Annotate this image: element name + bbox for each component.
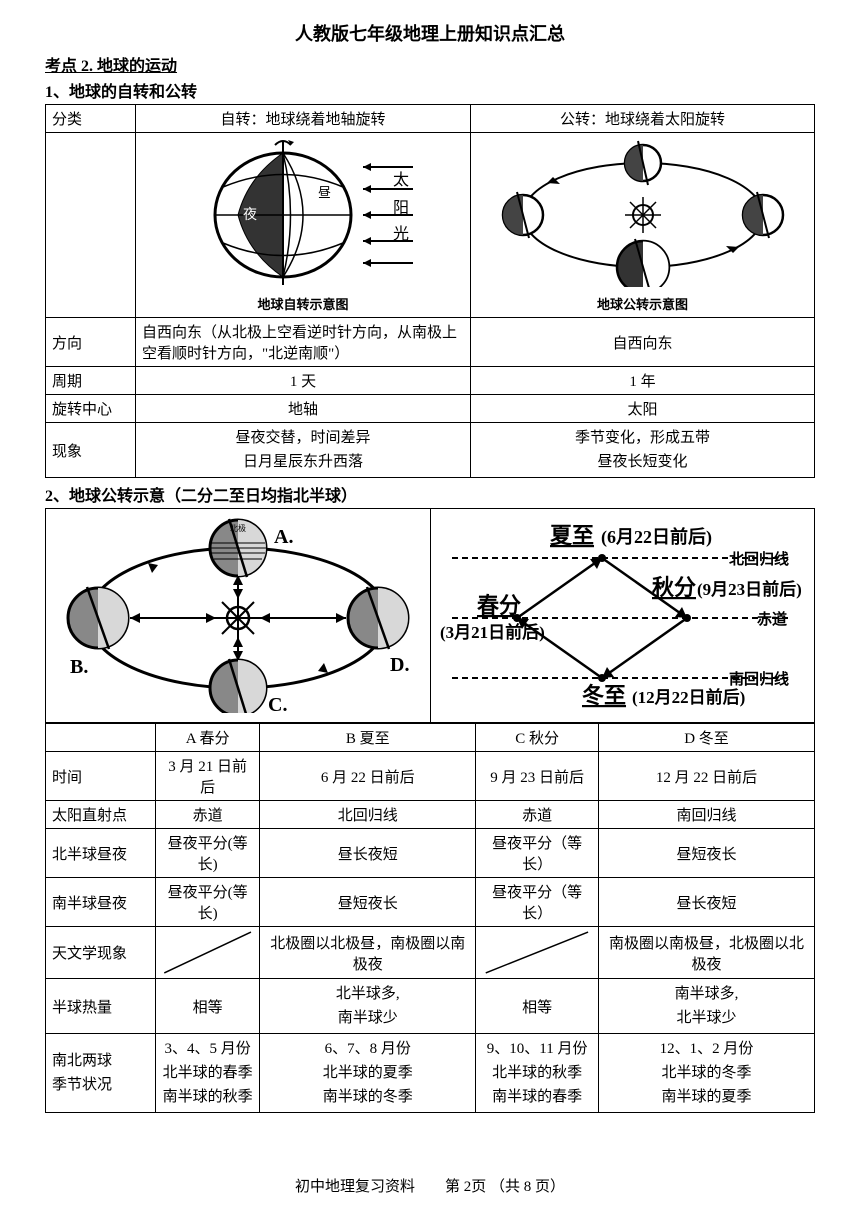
t2-r0-c4: 12 月 22 日前后	[599, 752, 815, 801]
t2-r4-c3	[476, 927, 599, 979]
t2-r2-c3: 昼夜平分（等长）	[476, 829, 599, 878]
t1-r3-c0: 旋转中心	[46, 395, 136, 423]
t2-r6-c0: 南北两球季节状况	[46, 1034, 156, 1113]
svg-text:C.: C.	[268, 694, 287, 713]
t2-h4: D 冬至	[599, 724, 815, 752]
t2-h2: B 夏至	[260, 724, 476, 752]
svg-text:北极: 北极	[230, 523, 246, 533]
rotation-diagram-cell: 夜 昼 太 阳 光 地球自转示意图	[136, 133, 471, 318]
t2-r6-c3: 9、10、11 月份北半球的秋季南半球的春季	[476, 1034, 599, 1113]
svg-text:阳: 阳	[393, 199, 409, 217]
page-title: 人教版七年级地理上册知识点汇总	[45, 20, 815, 46]
rotation-diagram: 夜 昼 太 阳 光 地球自转示意图	[188, 137, 418, 313]
t2-r1-c4: 南回归线	[599, 801, 815, 829]
svg-text:光: 光	[393, 225, 409, 243]
t2-r5-c3: 相等	[476, 979, 599, 1034]
t2-h0	[46, 724, 156, 752]
svg-text:冬至: 冬至	[582, 683, 626, 708]
t2-r6-c4: 12、1、2 月份北半球的冬季南半球的夏季	[599, 1034, 815, 1113]
t2-r4-c1	[156, 927, 260, 979]
svg-text:(12月22日前后): (12月22日前后)	[632, 687, 745, 707]
t2-r1-c2: 北回归线	[260, 801, 476, 829]
svg-text:赤道: 赤道	[757, 610, 787, 628]
solstice-diagram-cell: 夏至 (6月22日前后) 秋分 (9月23日前后) 春分 (3月21日前后) 冬…	[430, 509, 815, 723]
svg-text:北回归线: 北回归线	[729, 550, 789, 568]
t1-r4-c1: 昼夜交替，时间差异日月星辰东升西落	[136, 423, 471, 478]
svg-text:A.: A.	[274, 526, 293, 548]
t1-r0-c1: 自转：地球绕着地轴旋转	[136, 105, 471, 133]
t2-r1-c3: 赤道	[476, 801, 599, 829]
svg-text:夏至: 夏至	[550, 523, 594, 548]
t2-h1: A 春分	[156, 724, 260, 752]
t2-h3: C 秋分	[476, 724, 599, 752]
t2-r1-c0: 太阳直射点	[46, 801, 156, 829]
t1-diagram-empty	[46, 133, 136, 318]
t1-r1-c1: 自西向东（从北极上空看逆时针方向，从南极上空看顺时针方向，"北逆南顺"）	[136, 318, 471, 367]
topic-heading: 考点 2. 地球的运动	[45, 52, 815, 76]
rotation-revolution-table: 分类 自转：地球绕着地轴旋转 公转：地球绕着太阳旋转 夜 昼	[45, 104, 815, 478]
t1-r2-c0: 周期	[46, 367, 136, 395]
t2-r2-c0: 北半球昼夜	[46, 829, 156, 878]
t2-r2-c2: 昼长夜短	[260, 829, 476, 878]
t2-r3-c4: 昼长夜短	[599, 878, 815, 927]
t2-r3-c1: 昼夜平分(等长)	[156, 878, 260, 927]
svg-text:D.: D.	[390, 654, 409, 676]
t2-r3-c2: 昼短夜长	[260, 878, 476, 927]
t1-r2-c1: 1 天	[136, 367, 471, 395]
t2-r1-c1: 赤道	[156, 801, 260, 829]
svg-text:(9月23日前后): (9月23日前后)	[697, 579, 802, 599]
svg-text:秋分: 秋分	[652, 575, 696, 600]
t1-r1-c2: 自西向东	[471, 318, 815, 367]
orbit-diagram-table: A. 北极 B. D. C.	[45, 508, 815, 723]
page-footer: 初中地理复习资料 第 2页 （共 8 页）	[0, 1175, 860, 1196]
t2-r0-c1: 3 月 21 日前后	[156, 752, 260, 801]
revolution-caption: 地球公转示意图	[498, 294, 788, 313]
revolution-diagram-cell: 地球公转示意图	[471, 133, 815, 318]
subsection-2: 2、地球公转示意（二分二至日均指北半球）	[45, 482, 815, 506]
t2-r4-c4: 南极圈以南极昼，北极圈以北极夜	[599, 927, 815, 979]
t1-r0-c2: 公转：地球绕着太阳旋转	[471, 105, 815, 133]
rotation-caption: 地球自转示意图	[188, 294, 418, 313]
t1-r3-c2: 太阳	[471, 395, 815, 423]
t1-r2-c2: 1 年	[471, 367, 815, 395]
subsection-1: 1、地球的自转和公转	[45, 78, 815, 102]
t2-r5-c2: 北半球多,南半球少	[260, 979, 476, 1034]
t2-r6-c1: 3、4、5 月份北半球的春季南半球的秋季	[156, 1034, 260, 1113]
t1-r4-c2: 季节变化，形成五带昼夜长短变化	[471, 423, 815, 478]
t2-r4-c0: 天文学现象	[46, 927, 156, 979]
t2-r5-c0: 半球热量	[46, 979, 156, 1034]
t1-r4-c0: 现象	[46, 423, 136, 478]
svg-text:春分: 春分	[477, 593, 521, 618]
svg-text:南回归线: 南回归线	[729, 670, 789, 688]
label-ye: 夜	[243, 207, 257, 223]
t1-r0-c0: 分类	[46, 105, 136, 133]
t2-r2-c1: 昼夜平分(等长)	[156, 829, 260, 878]
orbit-diagram-svg: A. 北极 B. D. C.	[58, 513, 418, 713]
t2-r5-c1: 相等	[156, 979, 260, 1034]
t2-r5-c4: 南半球多,北半球少	[599, 979, 815, 1034]
seasons-table: A 春分 B 夏至 C 秋分 D 冬至 时间3 月 21 日前后6 月 22 日…	[45, 723, 815, 1113]
t2-r6-c2: 6、7、8 月份北半球的夏季南半球的冬季	[260, 1034, 476, 1113]
solstice-diagram-svg: 夏至 (6月22日前后) 秋分 (9月23日前后) 春分 (3月21日前后) 冬…	[437, 513, 807, 713]
t2-r0-c3: 9 月 23 日前后	[476, 752, 599, 801]
svg-text:昼: 昼	[318, 185, 331, 200]
svg-text:(6月22日前后): (6月22日前后)	[601, 526, 712, 548]
svg-text:太: 太	[393, 171, 409, 189]
t2-r0-c0: 时间	[46, 752, 156, 801]
t1-r3-c1: 地轴	[136, 395, 471, 423]
svg-text:(3月21日前后): (3月21日前后)	[440, 622, 545, 642]
revolution-diagram: 地球公转示意图	[498, 137, 788, 313]
orbit-diagram-cell: A. 北极 B. D. C.	[46, 509, 431, 723]
t2-r4-c2: 北极圈以北极昼，南极圈以南极夜	[260, 927, 476, 979]
t2-r3-c3: 昼夜平分（等长）	[476, 878, 599, 927]
t2-r0-c2: 6 月 22 日前后	[260, 752, 476, 801]
t2-r3-c0: 南半球昼夜	[46, 878, 156, 927]
svg-text:B.: B.	[70, 656, 88, 678]
t2-r2-c4: 昼短夜长	[599, 829, 815, 878]
t1-r1-c0: 方向	[46, 318, 136, 367]
